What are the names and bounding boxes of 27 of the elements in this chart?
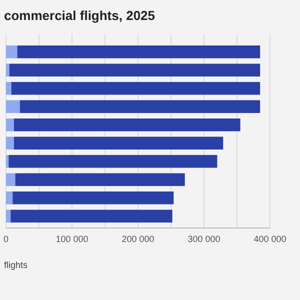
bar: [6, 64, 10, 77]
bar: [6, 136, 14, 150]
x-tick-label: 400 000: [254, 234, 286, 244]
x-tick-label: 0: [3, 234, 9, 244]
bar: [6, 100, 20, 114]
x-axis-title: flights: [4, 260, 28, 270]
bar: [6, 82, 12, 95]
x-tick-label: 100 000: [56, 234, 88, 244]
bar: [17, 45, 260, 58]
bar: [20, 100, 260, 114]
bar: [6, 173, 16, 186]
bar: [14, 136, 224, 150]
bar: [14, 118, 240, 132]
bar: [6, 191, 13, 204]
bar: [6, 118, 14, 132]
bar: [6, 210, 11, 223]
x-tick-label: 300 000: [188, 234, 220, 244]
bar: [10, 210, 172, 223]
bar: [15, 173, 185, 186]
bar: [8, 154, 218, 168]
bar: [6, 45, 18, 58]
bar: [11, 82, 260, 95]
x-tick-label: 200 000: [122, 234, 154, 244]
bar: [9, 64, 260, 77]
bar: [12, 191, 174, 204]
chart-title: commercial flights, 2025: [4, 8, 156, 23]
bar: [6, 154, 9, 168]
